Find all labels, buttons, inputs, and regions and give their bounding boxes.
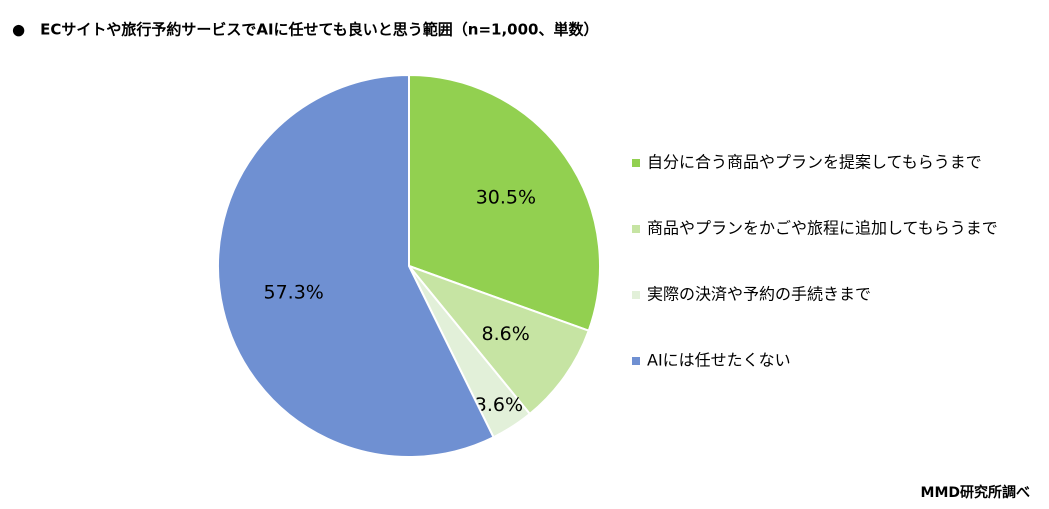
data-label: 57.3% xyxy=(264,281,324,303)
chart-title: ● ECサイトや旅行予約サービスでAIに任せても良いと思う範囲（n=1,000、… xyxy=(12,21,598,39)
legend-swatch xyxy=(632,357,640,365)
legend-swatch xyxy=(632,225,640,233)
pie-slice xyxy=(405,263,590,416)
legend-label: 実際の決済や予約の手続きまで xyxy=(647,285,871,304)
legend-swatch xyxy=(632,159,640,167)
legend-label: AIには任せたくない xyxy=(647,351,791,370)
pie-slice xyxy=(408,73,601,332)
legend-label: 商品やプランをかごや旅程に追加してもらうまで xyxy=(647,219,998,238)
data-label: 30.5% xyxy=(476,186,536,208)
legend-swatch xyxy=(632,291,640,299)
legend-label: 自分に合う商品やプランを提案してもらうまで xyxy=(647,153,982,172)
data-label: 3.6% xyxy=(475,394,523,416)
data-label: 8.6% xyxy=(482,323,530,345)
pie-slice xyxy=(217,73,495,458)
source: MMD研究所調べ xyxy=(921,484,1030,501)
